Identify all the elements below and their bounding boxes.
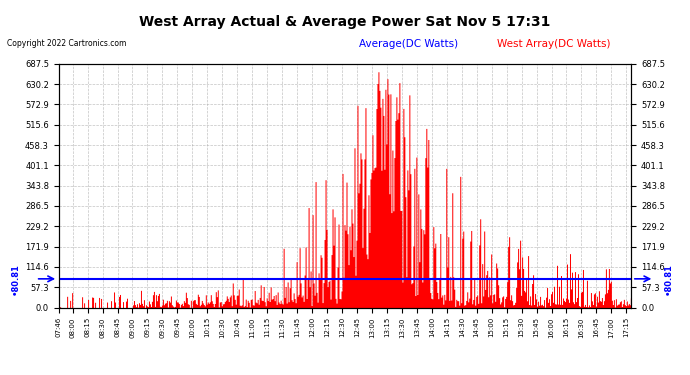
Text: West Array(DC Watts): West Array(DC Watts)	[497, 39, 610, 50]
Text: Copyright 2022 Cartronics.com: Copyright 2022 Cartronics.com	[7, 39, 126, 48]
Text: •80.81: •80.81	[11, 263, 20, 295]
Text: West Array Actual & Average Power Sat Nov 5 17:31: West Array Actual & Average Power Sat No…	[139, 15, 551, 29]
Text: Average(DC Watts): Average(DC Watts)	[359, 39, 458, 50]
Text: •80.81: •80.81	[664, 263, 673, 295]
